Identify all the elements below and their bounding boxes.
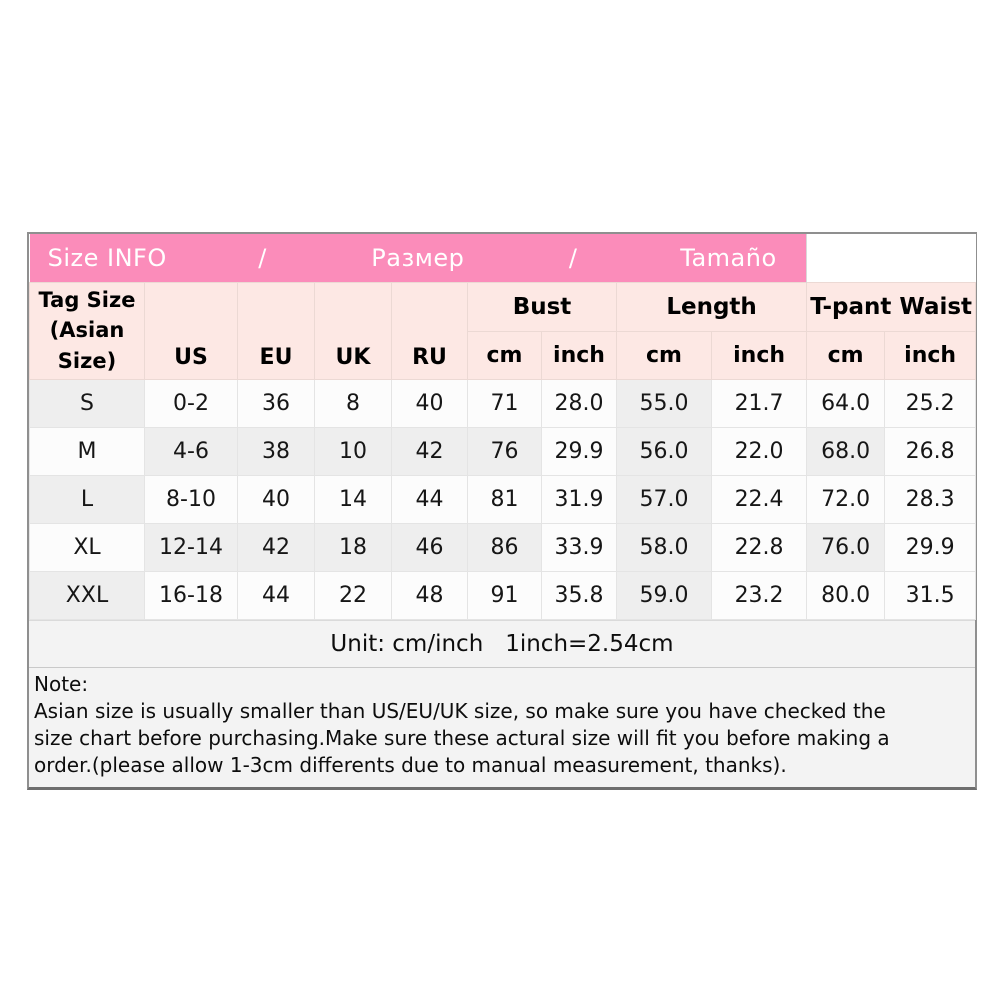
cell-eu: 44 [237, 570, 315, 620]
size-row-l: L 8-10 40 14 44 81 31.9 57.0 22.4 72.0 2… [29, 474, 977, 524]
cell-uk: 10 [314, 426, 392, 476]
cell-waist-cm: 68.0 [806, 426, 886, 476]
cell-waist-inch: 29.9 [884, 522, 977, 572]
header-bust-cm: cm [467, 330, 542, 380]
size-chart: Size INFO / Размер / Tamaño Tag Size (As… [27, 232, 977, 790]
header-length-inch: inch [710, 330, 808, 380]
banner-title-ru: Размер [371, 243, 465, 272]
cell-waist-inch: 28.3 [884, 474, 977, 524]
cell-eu: 36 [237, 378, 315, 428]
header-tag-size: Tag Size (Asian Size) [29, 281, 145, 380]
cell-bust-inch: 28.0 [541, 378, 617, 428]
banner-title-en: Size INFO [47, 243, 167, 272]
header-group-bust: Bust [467, 281, 617, 332]
cell-waist-inch: 26.8 [884, 426, 977, 476]
cell-waist-cm: 80.0 [806, 570, 886, 620]
cell-length-inch: 23.2 [710, 570, 808, 620]
note-block: Note: Asian size is usually smaller than… [29, 666, 975, 787]
cell-tag: L [29, 474, 145, 524]
cell-ru: 44 [391, 474, 468, 524]
header-group-tpant-waist: T-pant Waist [806, 281, 977, 332]
cell-us: 16-18 [144, 570, 238, 620]
header-bust-inch: inch [541, 330, 617, 380]
size-row-s: S 0-2 36 8 40 71 28.0 55.0 21.7 64.0 25.… [29, 378, 977, 428]
cell-eu: 40 [237, 474, 315, 524]
cell-bust-cm: 91 [467, 570, 542, 620]
title-row: Size INFO / Размер / Tamaño [29, 234, 976, 282]
size-info-banner: Size INFO / Размер / Tamaño [29, 234, 807, 282]
cell-length-inch: 22.0 [710, 426, 808, 476]
cell-tag: M [29, 426, 145, 476]
note-line: Asian size is usually smaller than US/EU… [34, 698, 886, 723]
size-row-xl: XL 12-14 42 18 46 86 33.9 58.0 22.8 76.0… [29, 522, 977, 572]
cell-length-cm: 56.0 [616, 426, 712, 476]
banner-segments: Size INFO / Размер / Tamaño [30, 244, 807, 272]
cell-ru: 46 [391, 522, 468, 572]
header-group-length: Length [615, 281, 808, 332]
header-waist-cm: cm [806, 330, 886, 380]
banner-title-es: Tamaño [680, 243, 777, 272]
header-waist-inch: inch [884, 330, 977, 380]
cell-us: 0-2 [144, 378, 238, 428]
cell-bust-inch: 31.9 [541, 474, 617, 524]
cell-length-inch: 21.7 [710, 378, 808, 428]
cell-length-inch: 22.4 [710, 474, 808, 524]
header-unit-row: cm inch cm inch cm inch [30, 330, 977, 380]
cell-bust-inch: 29.9 [541, 426, 617, 476]
cell-length-inch: 22.8 [710, 522, 808, 572]
cell-waist-inch: 25.2 [884, 378, 977, 428]
cell-tag: XXL [29, 570, 145, 620]
cell-waist-inch: 31.5 [884, 570, 977, 620]
unit-note: Unit: cm/inch 1inch=2.54cm [29, 619, 975, 667]
cell-uk: 14 [314, 474, 392, 524]
cell-eu: 42 [237, 522, 315, 572]
cell-uk: 22 [314, 570, 392, 620]
cell-tag: XL [29, 522, 145, 572]
banner-blank-area [806, 234, 976, 282]
header-us: US [144, 281, 238, 380]
cell-bust-cm: 86 [467, 522, 542, 572]
cell-bust-cm: 76 [467, 426, 542, 476]
cell-ru: 40 [391, 378, 468, 428]
note-line: size chart before purchasing.Make sure t… [34, 725, 890, 750]
cell-uk: 8 [314, 378, 392, 428]
banner-slash-1: / [258, 243, 267, 272]
note-line: Note: [34, 671, 89, 696]
size-chart-table: Size INFO / Размер / Tamaño Tag Size (As… [29, 234, 977, 620]
cell-length-cm: 55.0 [616, 378, 712, 428]
cell-length-cm: 57.0 [616, 474, 712, 524]
header-group-row: Tag Size (Asian Size) US EU UK RU Bust L… [29, 281, 977, 380]
header-length-cm: cm [616, 330, 712, 380]
cell-us: 12-14 [144, 522, 238, 572]
cell-waist-cm: 72.0 [806, 474, 886, 524]
cell-bust-cm: 81 [467, 474, 542, 524]
cell-waist-cm: 76.0 [806, 522, 886, 572]
header-eu: EU [237, 281, 315, 380]
cell-bust-cm: 71 [467, 378, 542, 428]
note-line: order.(please allow 1-3cm differents due… [34, 752, 787, 777]
size-row-xxl: XXL 16-18 44 22 48 91 35.8 59.0 23.2 80.… [29, 570, 977, 620]
cell-bust-inch: 35.8 [541, 570, 617, 620]
header-uk: UK [314, 281, 392, 380]
cell-length-cm: 59.0 [616, 570, 712, 620]
cell-length-cm: 58.0 [616, 522, 712, 572]
cell-bust-inch: 33.9 [541, 522, 617, 572]
cell-uk: 18 [314, 522, 392, 572]
cell-us: 8-10 [144, 474, 238, 524]
size-row-m: M 4-6 38 10 42 76 29.9 56.0 22.0 68.0 26… [29, 426, 977, 476]
header-ru: RU [391, 281, 468, 380]
cell-waist-cm: 64.0 [806, 378, 886, 428]
cell-us: 4-6 [144, 426, 238, 476]
cell-tag: S [29, 378, 145, 428]
cell-eu: 38 [237, 426, 315, 476]
cell-ru: 48 [391, 570, 468, 620]
cell-ru: 42 [391, 426, 468, 476]
banner-slash-2: / [568, 243, 578, 272]
